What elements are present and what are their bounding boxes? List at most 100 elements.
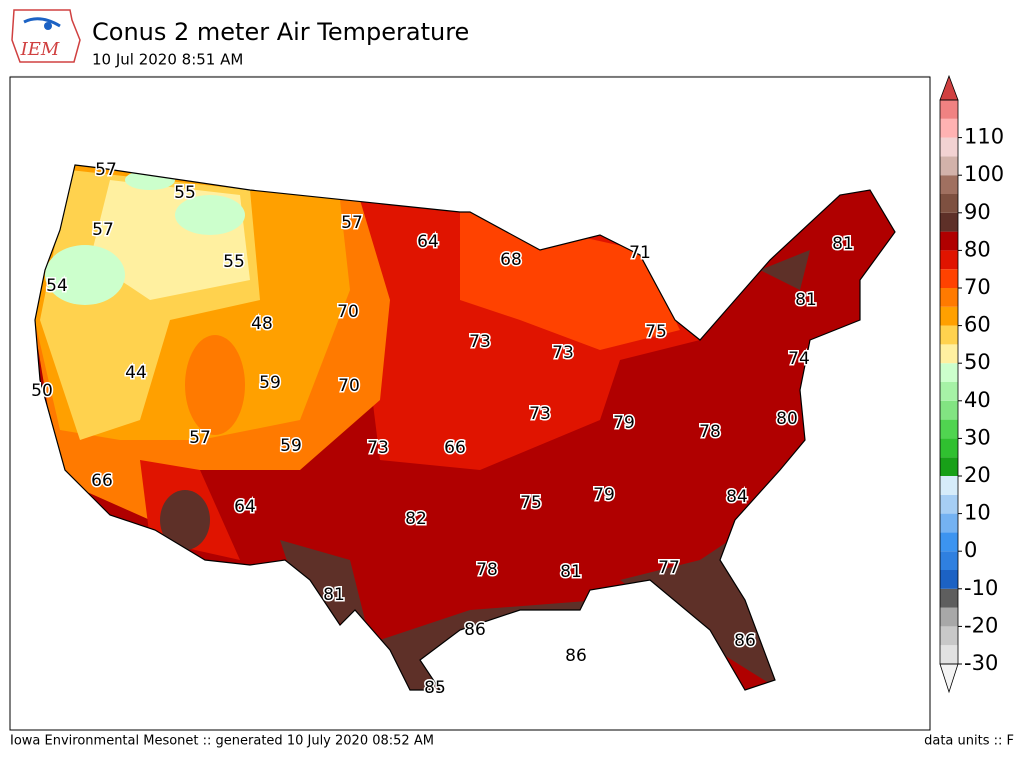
colorbar-tick-label: 70 (964, 275, 991, 299)
colorbar-tick-label: 80 (964, 237, 991, 261)
contour-label: 57 (341, 213, 363, 233)
contour-label: 77 (658, 558, 680, 578)
colorbar-bin (940, 344, 958, 364)
colorbar-tick-label: 0 (964, 538, 977, 562)
contour-label: 78 (699, 422, 721, 442)
colorbar-bin (940, 551, 958, 570)
contour-label: 80 (776, 409, 798, 429)
colorbar-bin (940, 306, 958, 326)
contour-label: 59 (280, 436, 302, 456)
contour-label: 73 (469, 332, 491, 352)
colorbar-tick-label: 20 (964, 463, 991, 487)
colorbar-bin (940, 438, 958, 458)
colorbar-bin (940, 156, 958, 176)
colorbar-bin (940, 513, 958, 533)
contour-label: 64 (234, 497, 256, 517)
colorbar-tick-label: 10 (964, 501, 991, 525)
contour-label: 44 (125, 363, 147, 383)
colorbar-bin (940, 175, 958, 194)
contour-label: 73 (529, 404, 551, 424)
colorbar-bin (940, 194, 958, 213)
contour-label: 54 (46, 276, 68, 296)
contour-label: 81 (323, 585, 345, 605)
footer-left: Iowa Environmental Mesonet :: generated … (10, 734, 434, 749)
colorbar-tick-label: 40 (964, 388, 991, 412)
contour-label: 81 (795, 290, 817, 310)
colorbar-tick-label: 50 (964, 350, 991, 374)
contour-label: 79 (593, 485, 615, 505)
contour-label: 59 (259, 373, 281, 393)
contour-label: 75 (645, 322, 667, 342)
contour-label: 70 (338, 376, 360, 396)
contour-label: 73 (367, 438, 389, 458)
colorbar-bin (940, 137, 958, 157)
colorbar-bin (940, 532, 958, 552)
contour-label: 70 (337, 302, 359, 322)
contour-label: 86 (734, 631, 756, 651)
subtitle: 10 Jul 2020 8:51 AM (92, 51, 243, 69)
contour-label: 57 (95, 160, 117, 180)
colorbar-over (939, 74, 959, 101)
contour-label: 75 (520, 493, 542, 513)
contour-label: 79 (613, 413, 635, 433)
colorbar-bin (940, 400, 958, 420)
footer-right: data units :: F (924, 734, 1014, 749)
colorbar-tick-label: 90 (964, 200, 991, 224)
contour-label: 73 (552, 343, 574, 363)
colorbar-bin (940, 288, 958, 307)
title: Conus 2 meter Air Temperature (92, 18, 469, 46)
contour-label: 81 (560, 562, 582, 582)
colorbar-tick-label: 60 (964, 313, 991, 337)
contour-label: 50 (31, 381, 53, 401)
colorbar-bin (940, 607, 958, 627)
colorbar-bin (940, 494, 958, 514)
colorbar-bin (940, 645, 958, 664)
contour-label: 74 (788, 349, 810, 369)
colorbar-bin (940, 212, 958, 232)
logo-text: IEM (20, 39, 60, 60)
contour-label: 64 (417, 232, 439, 252)
contour-label: 82 (405, 509, 427, 529)
colorbar-bin (940, 476, 958, 495)
contour-label: 68 (500, 250, 522, 270)
contour-label: 57 (189, 428, 211, 448)
colorbar-bin (940, 419, 958, 439)
contour-label: 57 (92, 220, 114, 240)
colorbar-bin (940, 325, 958, 345)
colorbar-tick-label: -10 (964, 576, 998, 600)
colorbar-bin (940, 118, 958, 138)
colorbar-bin (940, 100, 958, 119)
colorbar-tick-label: 100 (964, 162, 1004, 186)
contour-label: 84 (726, 487, 748, 507)
colorbar-tick-label: -30 (964, 651, 998, 675)
contour-label: 66 (91, 471, 113, 491)
colorbar-tick-label: 30 (964, 425, 991, 449)
contour-label: 71 (629, 243, 651, 263)
colorbar-tick-label: -20 (964, 613, 998, 637)
colorbar-tick-label: 110 (964, 125, 1004, 149)
colorbar-bin (940, 363, 958, 382)
colorbar-bin (940, 250, 958, 270)
colorbar-under (939, 663, 959, 694)
contour-label: 55 (223, 252, 245, 272)
colorbar-outline (939, 99, 959, 665)
contour-label: 55 (174, 183, 196, 203)
contour-labels: 57 55 57 55 54 48 57 64 68 71 81 81 75 73 73 70 59 70 44 50… (30, 159, 856, 700)
contour-label: 85 (424, 678, 446, 698)
colorbar-bin (940, 570, 958, 589)
contour-label: 81 (832, 234, 854, 254)
contour-label: 66 (444, 438, 466, 458)
colorbar-bin (940, 626, 958, 646)
colorbar-bin (940, 588, 958, 608)
contour-label: 86 (565, 646, 587, 666)
logo: IEM (11, 9, 81, 63)
contour-label: 86 (464, 620, 486, 640)
colorbar-bin (940, 231, 958, 251)
colorbar: -30 -20 -10 0 10 20 30 40 50 60 70 80 90 100 110 (939, 74, 1004, 694)
colorbar-bin (940, 457, 958, 476)
colorbar-bin (940, 269, 958, 288)
contour-label: 78 (476, 560, 498, 580)
contour-label: 48 (251, 314, 273, 334)
colorbar-bin (940, 382, 958, 401)
